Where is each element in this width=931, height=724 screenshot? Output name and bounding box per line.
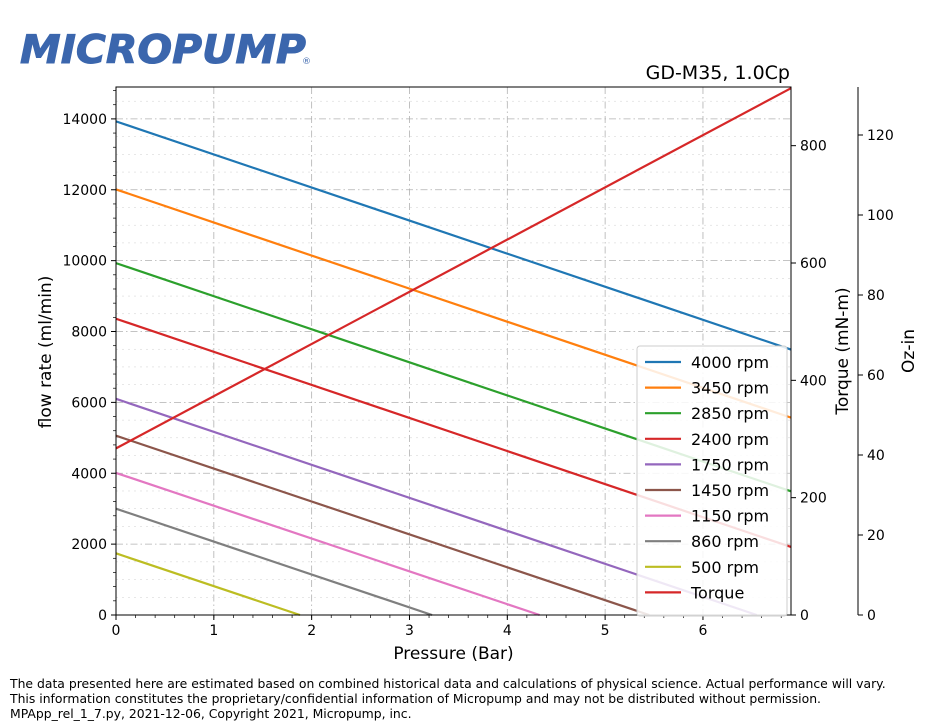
registered-mark-icon: ®	[302, 57, 311, 67]
y3-tick-label: 0	[867, 608, 876, 624]
y-tick-label: 14000	[62, 112, 107, 128]
legend-label: 1750 rpm	[691, 455, 769, 474]
logo: MICROPUMP ®	[20, 28, 312, 74]
y2-tick-label: 800	[800, 139, 827, 155]
y2-tick-label: 400	[800, 373, 827, 389]
y2-tick-label: 0	[800, 608, 809, 624]
legend-label: 860 rpm	[691, 532, 759, 551]
chart-title: GD-M35, 1.0Cp	[646, 62, 790, 84]
y2-axis-label: Torque (mN-m)	[833, 287, 853, 415]
series-line-860-rpm	[115, 507, 433, 617]
x-tick-label: 4	[503, 623, 512, 639]
y-axis-label: flow rate (ml/min)	[36, 276, 56, 429]
x-tick-label: 2	[307, 623, 316, 639]
legend-label: 2400 rpm	[691, 430, 769, 449]
y3-tick-label: 120	[867, 128, 894, 144]
y3-axis-label: Oz-in	[899, 329, 919, 373]
y3-tick-label: 40	[867, 448, 885, 464]
series-line-1150-rpm	[115, 471, 540, 617]
grid	[115, 87, 791, 616]
x-tick-label: 5	[601, 623, 610, 639]
y3-tick-label: 80	[867, 288, 885, 304]
plot-frame	[115, 86, 792, 616]
x-tick-label: 1	[209, 623, 218, 639]
x-tick-label: 6	[698, 623, 707, 639]
axes: 0 1 2 3 4 5 6020004000600080001000012000140000…	[36, 86, 919, 664]
y-tick-label: 8000	[71, 325, 107, 341]
y2-tick-label: 600	[800, 256, 827, 272]
x-axis-label: Pressure (Bar)	[393, 644, 513, 664]
disclaimer-line-3: MPApp_rel_1_7.py, 2021-12-06, Copyright …	[10, 706, 412, 721]
y2-tick-label: 200	[800, 491, 827, 507]
y3-tick-label: 100	[867, 208, 894, 224]
legend-label: 2850 rpm	[691, 404, 769, 423]
y-tick-label: 10000	[62, 254, 107, 270]
y-tick-label: 2000	[71, 537, 107, 553]
series-line-4000-rpm	[115, 120, 792, 351]
x-tick-label: 0	[112, 623, 121, 639]
y-tick-label: 4000	[71, 466, 107, 482]
disclaimer: The data presented here are estimated ba…	[10, 676, 925, 721]
legend: 4000 rpm 3450 rpm 2850 rpm 2400 rpm 1750 rpm…	[636, 345, 788, 617]
legend-label: 4000 rpm	[691, 353, 769, 372]
y-tick-label: 6000	[71, 395, 107, 411]
y-tick-label: 0	[98, 608, 107, 624]
series-line-500-rpm	[115, 552, 301, 617]
legend-label: 3450 rpm	[691, 379, 769, 398]
y3-tick-label: 20	[867, 528, 885, 544]
legend-label: Torque	[690, 583, 744, 602]
series-line-1450-rpm	[115, 434, 650, 617]
logo-text: MICROPUMP	[20, 28, 306, 73]
y3-tick-label: 60	[867, 368, 885, 384]
legend-label: 500 rpm	[691, 558, 759, 577]
legend-label: 1450 rpm	[691, 481, 769, 500]
y-tick-label: 12000	[62, 183, 107, 199]
legend-label: 1150 rpm	[691, 507, 769, 526]
disclaimer-line-2: This information constitutes the proprie…	[10, 691, 821, 706]
x-tick-label: 3	[405, 623, 414, 639]
disclaimer-line-1: The data presented here are estimated ba…	[10, 676, 886, 691]
series-line-torque	[115, 87, 792, 450]
